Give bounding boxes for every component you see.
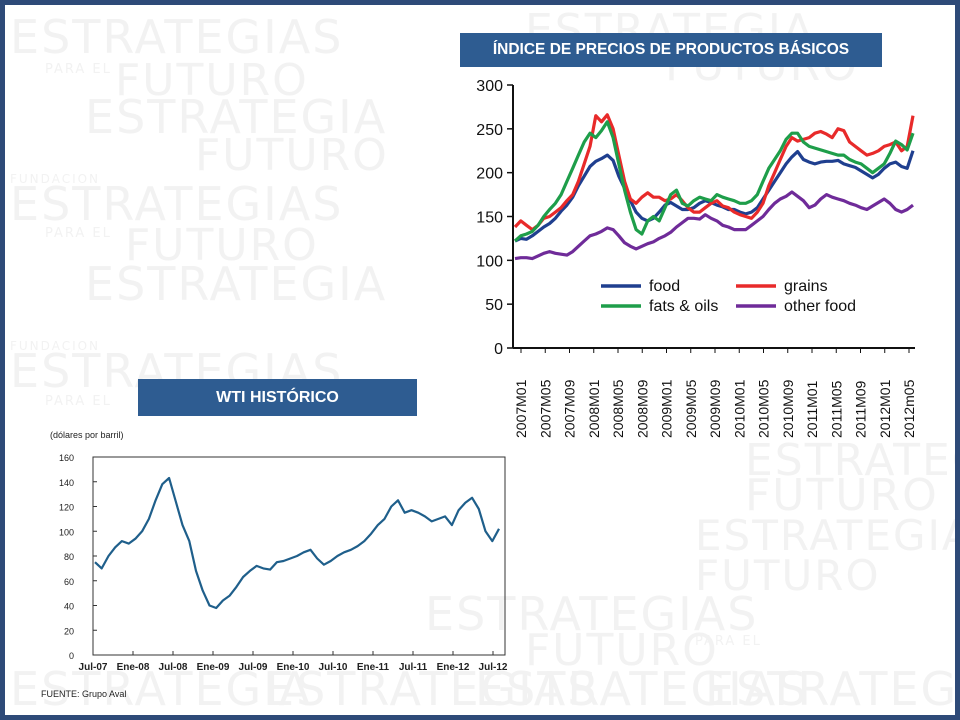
y-tick-label: 200 — [476, 166, 503, 183]
x-tick-label: Jul-07 — [79, 662, 108, 673]
y-tick-label: 120 — [59, 503, 74, 513]
legend-label: food — [649, 278, 680, 295]
y-tick-label: 50 — [485, 297, 503, 314]
x-tick-label: Jul-12 — [479, 662, 508, 673]
watermark-text: FUTURO — [115, 55, 309, 106]
x-tick-label: 2007M01 — [513, 379, 529, 438]
x-tick-label: 2008M05 — [610, 379, 626, 438]
watermark-text: PARA EL — [45, 394, 112, 409]
x-tick-label: Jul-08 — [159, 662, 188, 673]
watermark-text: ESTRATEGIAS — [10, 10, 343, 64]
x-tick-label: Ene-08 — [117, 662, 150, 673]
series-line-grains — [513, 113, 915, 232]
watermark-text: FUNDACION — [10, 172, 100, 186]
x-tick-label: 2010M01 — [731, 379, 747, 438]
series-line-fats-oils — [513, 120, 915, 243]
y-tick-label: 60 — [64, 577, 74, 587]
y-tick-label: 100 — [476, 253, 503, 270]
watermark-text: ESTRATEGIA — [10, 662, 312, 715]
y-tick-label: 140 — [59, 478, 74, 488]
x-tick-label: 2012m05 — [901, 379, 917, 438]
y-tick-label: 80 — [64, 552, 74, 562]
watermark-text: ESTRATEGIA — [85, 257, 387, 311]
commodity-price-chart: 0 50 100 150 200 250 300 2007M01 2007M05 2007M09 2… — [476, 78, 917, 438]
legend-label: fats & oils — [649, 298, 718, 315]
y-tick-label: 40 — [64, 602, 74, 612]
x-tick-label: Ene-09 — [197, 662, 230, 673]
watermark-text: FUTURO — [745, 470, 939, 521]
watermark-text: ESTRATEGIA — [85, 90, 387, 144]
y-tick-label: 100 — [59, 527, 74, 537]
watermark-text: PARA EL — [45, 62, 112, 77]
x-tick-label: 2007M09 — [562, 379, 578, 438]
x-tick-label: 2011M05 — [828, 380, 844, 438]
watermark-text: ESTRATEGIAS — [475, 662, 808, 715]
watermark-text: ESTRATEGIA — [745, 435, 955, 486]
watermark-text: ESTRATEGIAS — [425, 587, 758, 641]
commodity-price-index-banner: ÍNDICE DE PRECIOS DE PRODUCTOS BÁSICOS — [460, 33, 882, 67]
x-tick-label: 2008M01 — [586, 379, 602, 438]
watermark-text: PARA EL — [695, 634, 762, 649]
watermark-text: PARA EL — [45, 226, 112, 241]
x-tick-label: Jul-09 — [239, 662, 268, 673]
y-tick-label: 20 — [64, 626, 74, 636]
y-tick-label: 0 — [69, 651, 74, 661]
x-tick-label: Jul-11 — [399, 662, 428, 673]
x-tick-label: 2007M05 — [537, 379, 553, 438]
wti-price-chart: (dólares por barril) 0 20 40 60 80 100 120 140 16… — [50, 430, 508, 673]
legend-label: other food — [784, 298, 856, 315]
x-tick-label: 2009M01 — [659, 379, 675, 438]
watermark-text: FUNDACION — [10, 339, 100, 353]
x-tick-label: Jul-10 — [319, 662, 348, 673]
x-tick-label: Ene-10 — [277, 662, 310, 673]
y-tick-label: 0 — [494, 341, 503, 358]
source-note: FUENTE: Grupo Aval — [41, 689, 127, 699]
watermark-text: ESTRATEGIAS — [265, 662, 598, 715]
legend-label: grains — [784, 278, 828, 295]
x-tick-label: 2010M05 — [756, 379, 772, 438]
watermark-text: ESTRATEGIA — [705, 662, 955, 715]
x-tick-label: 2012M01 — [877, 379, 893, 438]
y-tick-label: 160 — [59, 453, 74, 463]
x-tick-label: 2009M05 — [683, 379, 699, 438]
wti-price-line — [94, 476, 500, 610]
wti-history-banner: WTI HISTÓRICO — [138, 379, 417, 416]
x-tick-label: 2011M01 — [804, 380, 820, 438]
y-axis-unit-label: (dólares por barril) — [50, 430, 124, 440]
watermark-text: FUTURO — [525, 625, 719, 676]
y-tick-label: 150 — [476, 210, 503, 227]
watermark-text: FUTURO — [125, 220, 319, 271]
y-tick-label: 250 — [476, 122, 503, 139]
series-line-food — [514, 150, 915, 243]
x-tick-label: 2011M09 — [853, 380, 869, 438]
watermark-text: ESTRATEGIAS — [695, 511, 955, 560]
x-tick-label: 2009M09 — [707, 379, 723, 438]
y-tick-label: 300 — [476, 78, 503, 95]
watermark-text: FUTURO — [195, 130, 389, 181]
x-tick-label: Ene-12 — [437, 662, 470, 673]
series-line-other-food — [514, 190, 914, 261]
x-tick-label: Ene-11 — [357, 662, 390, 673]
watermark-text: FUTURO — [695, 551, 881, 600]
x-tick-label: 2008M09 — [634, 379, 650, 438]
x-tick-label: 2010M09 — [780, 379, 796, 438]
watermark-text: ESTRATEGIAS — [10, 177, 343, 231]
